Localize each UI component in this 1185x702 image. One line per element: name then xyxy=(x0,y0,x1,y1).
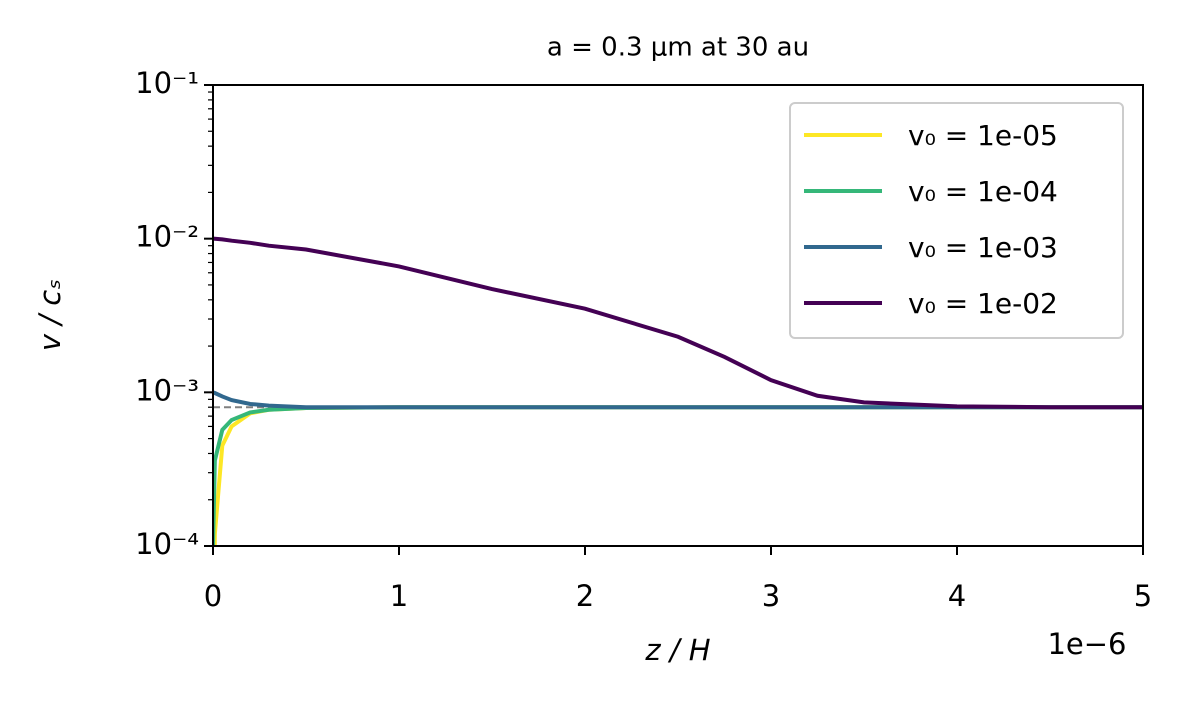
x-tick-label: 0 xyxy=(204,579,222,613)
legend-label: v₀ = 1e-02 xyxy=(908,287,1058,320)
legend-label: v₀ = 1e-05 xyxy=(908,119,1058,152)
plot-area xyxy=(213,236,1143,546)
series-line xyxy=(213,236,1143,410)
x-tick-label: 3 xyxy=(762,579,780,613)
x-tick-label: 1 xyxy=(390,579,408,613)
x-axis-label: z / H xyxy=(644,633,710,667)
series-line xyxy=(213,405,1143,546)
x-offset-label: 1e−6 xyxy=(1047,627,1126,661)
series-line xyxy=(213,390,1143,410)
x-tick-label: 2 xyxy=(576,579,594,613)
y-tick-label: 10⁻⁴ xyxy=(135,527,199,561)
legend-box xyxy=(789,102,1124,339)
legend-label: v₀ = 1e-04 xyxy=(908,175,1058,208)
plot-frame xyxy=(212,84,1144,547)
chart-title: a = 0.3 μm at 30 au xyxy=(547,33,809,63)
x-tick-label: 5 xyxy=(1134,579,1152,613)
y-tick-label: 10⁻³ xyxy=(135,373,199,407)
x-tick-label: 4 xyxy=(948,579,966,613)
y-axis-label: v / cₛ xyxy=(33,279,67,351)
y-tick-label: 10⁻¹ xyxy=(135,66,199,100)
y-tick-label: 10⁻² xyxy=(135,220,199,254)
legend-label: v₀ = 1e-03 xyxy=(908,231,1058,264)
